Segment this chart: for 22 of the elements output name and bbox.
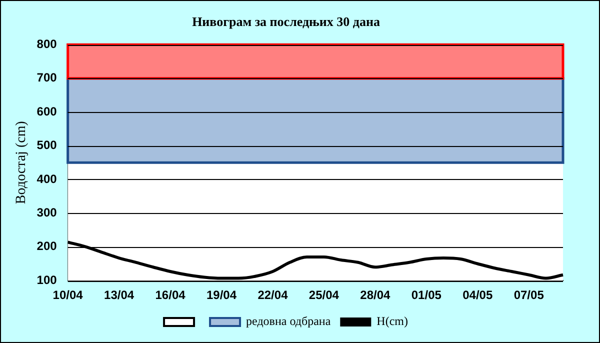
legend-label: редовна одбрана <box>246 314 332 328</box>
y-tick-label: 100 <box>36 272 58 287</box>
x-tick-label: 16/04 <box>155 288 186 302</box>
x-tick-label: 25/04 <box>308 288 340 302</box>
x-tick-label: 10/04 <box>52 288 84 302</box>
y-tick-label: 400 <box>36 172 58 186</box>
y-tick-label: 500 <box>36 138 58 152</box>
x-tick-label: 22/04 <box>258 288 288 302</box>
y-tick-label: 800 <box>36 36 58 51</box>
x-tick-label: 01/05 <box>411 288 442 302</box>
y-tick-label: 200 <box>36 239 58 254</box>
x-tick-label: 28/04 <box>360 288 391 302</box>
y-tick-label: 600 <box>36 104 58 118</box>
y-tick-label: 300 <box>36 205 58 220</box>
chart-title: Нивограм за последњих 30 дана <box>192 14 380 30</box>
x-tick-label: 19/04 <box>206 288 237 302</box>
x-tick-label: 04/05 <box>462 288 493 302</box>
legend-label: H(cm) <box>376 314 408 328</box>
y-axis-title: Водостај (cm) <box>14 120 30 204</box>
x-tick-label: 13/04 <box>104 288 134 302</box>
x-tick-label: 07/05 <box>514 288 544 302</box>
y-tick-label: 700 <box>36 70 58 85</box>
